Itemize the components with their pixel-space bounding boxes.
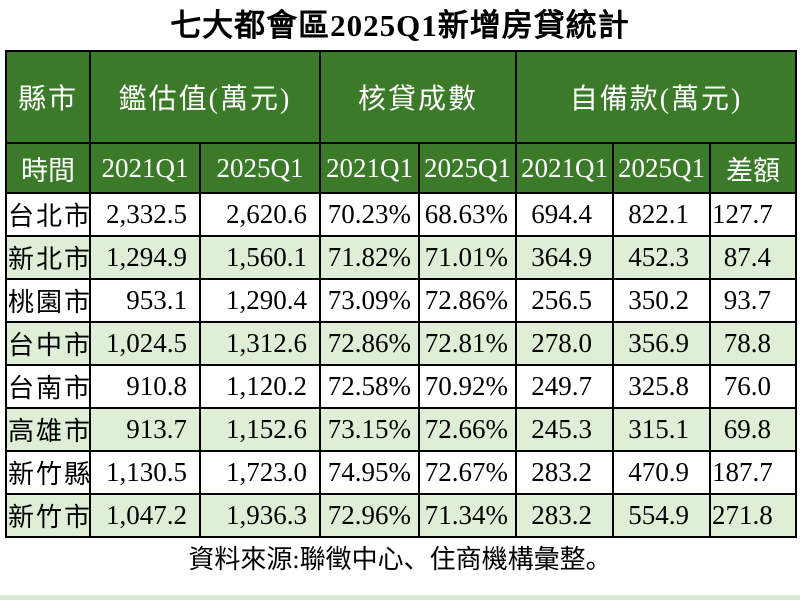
cell-appraisal-2021: 1,130.5 [89, 450, 201, 495]
cell-ratio-2021: 72.58% [319, 364, 420, 409]
row-city-label: 新北市 [5, 235, 91, 280]
cell-difference: 87.4 [709, 235, 798, 280]
cell-difference: 78.8 [709, 321, 798, 366]
cell-ratio-2025: 71.34% [417, 493, 518, 538]
table-row-taichung: 台中市 1,024.5 1,312.6 72.86% 72.81% 278.0 … [5, 321, 798, 366]
table-row-kaohsiung: 高雄市 913.7 1,152.6 73.15% 72.66% 245.3 31… [5, 407, 798, 452]
cell-appraisal-2021: 2,332.5 [89, 192, 201, 237]
table-row-taoyuan: 桃園市 953.1 1,290.4 73.09% 72.86% 256.5 35… [5, 278, 798, 323]
table-row-newtaipei: 新北市 1,294.9 1,560.1 71.82% 71.01% 364.9 … [5, 235, 798, 280]
cell-down-2025: 822.1 [612, 192, 712, 237]
sub-header-time: 時間 [5, 142, 91, 194]
cell-down-2021: 364.9 [515, 235, 615, 280]
cell-ratio-2021: 73.09% [319, 278, 420, 323]
group-header-city: 縣市 [5, 50, 91, 144]
sub-header-ratio-2021q1: 2021Q1 [319, 142, 420, 194]
group-header-row: 縣市 鑑估值(萬元) 核貸成數 自備款(萬元) [5, 50, 798, 144]
sub-header-ratio-2025q1: 2025Q1 [417, 142, 518, 194]
cell-ratio-2021: 71.82% [319, 235, 420, 280]
table-row-taipei: 台北市 2,332.5 2,620.6 70.23% 68.63% 694.4 … [5, 192, 798, 237]
table-header: 縣市 鑑估值(萬元) 核貸成數 自備款(萬元) 時間 2021Q1 2025Q1… [5, 50, 798, 194]
cell-down-2025: 350.2 [612, 278, 712, 323]
cell-ratio-2025: 72.81% [417, 321, 518, 366]
cell-appraisal-2025: 2,620.6 [199, 192, 321, 237]
bottom-edge-strip [0, 595, 800, 600]
page-title: 七大都會區2025Q1新增房貸統計 [170, 8, 630, 43]
cell-ratio-2025: 72.66% [417, 407, 518, 452]
row-city-label: 高雄市 [5, 407, 91, 452]
sub-header-difference: 差額 [709, 142, 798, 194]
sub-header-appraisal-2021q1: 2021Q1 [89, 142, 201, 194]
group-header-loan-ratio: 核貸成數 [318, 50, 518, 144]
cell-down-2025: 325.8 [612, 364, 712, 409]
cell-down-2021: 283.2 [515, 450, 615, 495]
cell-difference: 93.7 [709, 278, 798, 323]
cell-down-2021: 278.0 [515, 321, 615, 366]
cell-ratio-2025: 72.86% [417, 278, 518, 323]
cell-difference: 271.8 [709, 493, 798, 538]
sub-header-appraisal-2025q1: 2025Q1 [199, 142, 321, 194]
row-city-label: 台中市 [5, 321, 91, 366]
cell-appraisal-2025: 1,120.2 [199, 364, 321, 409]
cell-down-2021: 694.4 [515, 192, 615, 237]
mortgage-stats-table: 縣市 鑑估值(萬元) 核貸成數 自備款(萬元) 時間 2021Q1 2025Q1… [5, 50, 798, 538]
cell-ratio-2025: 68.63% [417, 192, 518, 237]
table-row-tainan: 台南市 910.8 1,120.2 72.58% 70.92% 249.7 32… [5, 364, 798, 409]
source-note: 資料來源:聯徵中心、住商機構彙整。 [188, 545, 612, 574]
cell-down-2021: 245.3 [515, 407, 615, 452]
sub-header-down-2021q1: 2021Q1 [515, 142, 615, 194]
row-city-label: 桃園市 [5, 278, 91, 323]
table-row-hsinchu-city: 新竹市 1,047.2 1,936.3 72.96% 71.34% 283.2 … [5, 493, 798, 538]
group-header-appraisal: 鑑估值(萬元) [89, 50, 321, 144]
cell-appraisal-2025: 1,723.0 [199, 450, 321, 495]
cell-ratio-2021: 70.23% [319, 192, 420, 237]
cell-appraisal-2021: 913.7 [89, 407, 201, 452]
cell-down-2025: 356.9 [612, 321, 712, 366]
cell-down-2021: 249.7 [515, 364, 615, 409]
cell-ratio-2021: 73.15% [319, 407, 420, 452]
cell-appraisal-2025: 1,560.1 [199, 235, 321, 280]
cell-difference: 127.7 [709, 192, 798, 237]
cell-difference: 76.0 [709, 364, 798, 409]
sub-header-down-2025q1: 2025Q1 [612, 142, 712, 194]
table-body: 台北市 2,332.5 2,620.6 70.23% 68.63% 694.4 … [5, 192, 798, 538]
cell-down-2025: 470.9 [612, 450, 712, 495]
cell-appraisal-2025: 1,290.4 [199, 278, 321, 323]
cell-appraisal-2021: 1,294.9 [89, 235, 201, 280]
cell-appraisal-2025: 1,936.3 [199, 493, 321, 538]
cell-down-2025: 452.3 [612, 235, 712, 280]
cell-ratio-2025: 70.92% [417, 364, 518, 409]
cell-down-2021: 256.5 [515, 278, 615, 323]
cell-appraisal-2025: 1,312.6 [199, 321, 321, 366]
row-city-label: 台南市 [5, 364, 91, 409]
group-header-downpayment: 自備款(萬元) [515, 50, 798, 144]
cell-ratio-2021: 72.86% [319, 321, 420, 366]
cell-ratio-2021: 74.95% [319, 450, 420, 495]
table-row-hsinchu-county: 新竹縣 1,130.5 1,723.0 74.95% 72.67% 283.2 … [5, 450, 798, 495]
cell-appraisal-2021: 910.8 [89, 364, 201, 409]
row-city-label: 新竹市 [5, 493, 91, 538]
cell-ratio-2021: 72.96% [319, 493, 420, 538]
sub-header-row: 時間 2021Q1 2025Q1 2021Q1 2025Q1 2021Q1 20… [5, 142, 798, 194]
cell-ratio-2025: 72.67% [417, 450, 518, 495]
row-city-label: 新竹縣 [5, 450, 91, 495]
cell-appraisal-2025: 1,152.6 [199, 407, 321, 452]
cell-ratio-2025: 71.01% [417, 235, 518, 280]
cell-appraisal-2021: 953.1 [89, 278, 201, 323]
cell-down-2025: 315.1 [612, 407, 712, 452]
cell-difference: 187.7 [709, 450, 798, 495]
cell-appraisal-2021: 1,047.2 [89, 493, 201, 538]
cell-difference: 69.8 [709, 407, 798, 452]
row-city-label: 台北市 [5, 192, 91, 237]
cell-appraisal-2021: 1,024.5 [89, 321, 201, 366]
cell-down-2021: 283.2 [515, 493, 615, 538]
cell-down-2025: 554.9 [612, 493, 712, 538]
